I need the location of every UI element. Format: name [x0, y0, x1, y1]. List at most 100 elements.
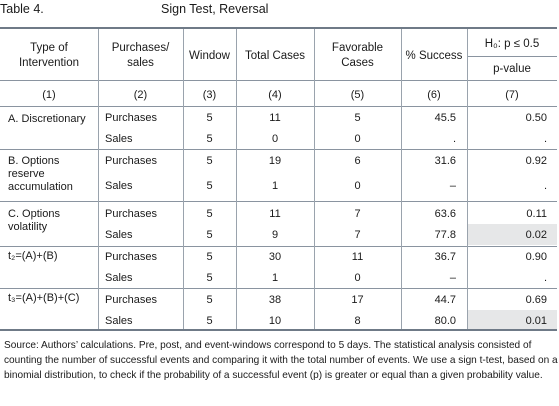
- column-number: (5): [350, 89, 365, 101]
- bottom-rule: [0, 329, 557, 331]
- total-cell: 9: [271, 229, 279, 241]
- total-cell: 1: [271, 272, 279, 284]
- favorable-cell: 6: [354, 155, 361, 167]
- window-cell: 5: [206, 133, 213, 145]
- header-success: % Success: [405, 50, 463, 62]
- total-cell: 1: [271, 180, 279, 192]
- success-cell: 63.6: [434, 208, 456, 220]
- column-number: (1): [42, 89, 56, 101]
- col-divider: [236, 29, 237, 329]
- favorable-cell: 17: [351, 294, 364, 306]
- group-rule: [0, 246, 557, 247]
- header-purchases: Purchases/ sales: [98, 41, 183, 71]
- pvalue-cell: 0.50: [525, 112, 547, 124]
- side-cell: Purchases: [105, 208, 157, 220]
- table-label: Table 4.: [0, 2, 44, 16]
- intervention-label: A. Discretionary: [8, 113, 98, 126]
- intervention-label: t₂=(A)+(B): [8, 250, 98, 263]
- favorable-cell: 8: [354, 315, 361, 327]
- intervention-label: B. Options reserve accumulation: [8, 155, 98, 194]
- header-favorable-line1: Favorable: [331, 42, 384, 54]
- intervention-label: t₃=(A)+(B)+(C): [8, 292, 98, 305]
- side-cell: Sales: [105, 272, 133, 284]
- total-cell: 30: [268, 251, 282, 263]
- intervention-label-line: A. Discretionary: [8, 113, 86, 125]
- window-cell: 5: [206, 180, 213, 192]
- header-h0: H₀: p ≤ 0.5: [484, 38, 540, 50]
- favorable-cell: 7: [354, 208, 361, 220]
- window-cell: 5: [206, 315, 213, 327]
- success-cell: –: [449, 272, 456, 284]
- pvalue-cell: .: [543, 180, 547, 192]
- pvalue-cell: .: [543, 272, 547, 284]
- header-type-line1: Type of: [30, 42, 68, 54]
- side-cell: Sales: [105, 133, 133, 145]
- success-cell: 44.7: [434, 294, 456, 306]
- pvalue-cell: 0.92: [525, 155, 547, 167]
- header-total: Total Cases: [244, 50, 306, 62]
- col-divider: [98, 29, 99, 329]
- success-cell: 77.8: [434, 229, 456, 241]
- favorable-cell: 5: [354, 112, 361, 124]
- total-cell: 19: [268, 155, 282, 167]
- success-cell: .: [452, 133, 456, 145]
- colnum-rule: [0, 106, 557, 107]
- intervention-label-line: accumulation: [8, 181, 73, 193]
- group-rule: [0, 288, 557, 289]
- side-cell: Sales: [105, 315, 133, 327]
- top-rule: [0, 27, 557, 29]
- window-cell: 5: [206, 155, 213, 167]
- col-divider: [183, 29, 184, 329]
- pvalue-cell: 0.69: [525, 294, 547, 306]
- side-cell: Sales: [105, 180, 133, 192]
- intervention-label: C. Options volatility: [8, 208, 98, 234]
- window-cell: 5: [206, 272, 213, 284]
- success-cell: 31.6: [434, 155, 456, 167]
- group-rule: [0, 201, 557, 202]
- side-cell: Purchases: [105, 155, 157, 167]
- pvalue-cell: 0.02: [525, 229, 547, 241]
- group-rule: [0, 149, 557, 150]
- pvalue-cell: 0.01: [525, 315, 547, 327]
- total-cell: 11: [269, 208, 281, 220]
- total-cell: 10: [268, 315, 282, 327]
- success-cell: –: [449, 180, 456, 192]
- column-number: (6): [427, 89, 441, 101]
- window-cell: 5: [206, 229, 213, 241]
- window-cell: 5: [206, 251, 213, 263]
- column-number: (2): [133, 89, 148, 101]
- h0-underline: [467, 56, 557, 57]
- side-cell: Sales: [105, 229, 133, 241]
- intervention-label-line: C. Options: [8, 208, 60, 220]
- significant-shade: [468, 310, 557, 331]
- favorable-cell: 0: [354, 272, 361, 284]
- success-cell: 80.0: [434, 315, 456, 327]
- title-row: Table 4. Sign Test, Reversal: [0, 1, 559, 23]
- favorable-cell: 11: [351, 251, 364, 263]
- intervention-label-line: reserve: [8, 168, 45, 180]
- col-divider: [314, 29, 315, 329]
- window-cell: 5: [206, 112, 213, 124]
- column-number: (7): [505, 89, 519, 101]
- side-cell: Purchases: [105, 294, 157, 306]
- header-favorable: Favorable Cases: [314, 41, 401, 71]
- note-text: Source: Authors’ calculations. Pre, post…: [4, 340, 558, 381]
- pvalue-cell: 0.11: [526, 208, 547, 220]
- header-type: Type of Intervention: [0, 41, 98, 71]
- side-cell: Purchases: [105, 251, 157, 263]
- favorable-cell: 0: [354, 180, 361, 192]
- pvalue-cell: .: [543, 133, 547, 145]
- column-number: (3): [202, 89, 217, 101]
- side-cell: Purchases: [105, 112, 157, 124]
- significant-shade: [468, 224, 557, 245]
- intervention-label-line: volatility: [8, 221, 48, 233]
- intervention-label-line: t₂=(A)+(B): [8, 250, 58, 262]
- col-divider: [467, 29, 468, 329]
- header-pvalue: p-value: [493, 63, 531, 75]
- total-cell: 0: [271, 133, 279, 145]
- favorable-cell: 0: [354, 133, 361, 145]
- col-divider: [401, 29, 402, 329]
- success-cell: 36.7: [434, 251, 456, 263]
- window-cell: 5: [206, 294, 213, 306]
